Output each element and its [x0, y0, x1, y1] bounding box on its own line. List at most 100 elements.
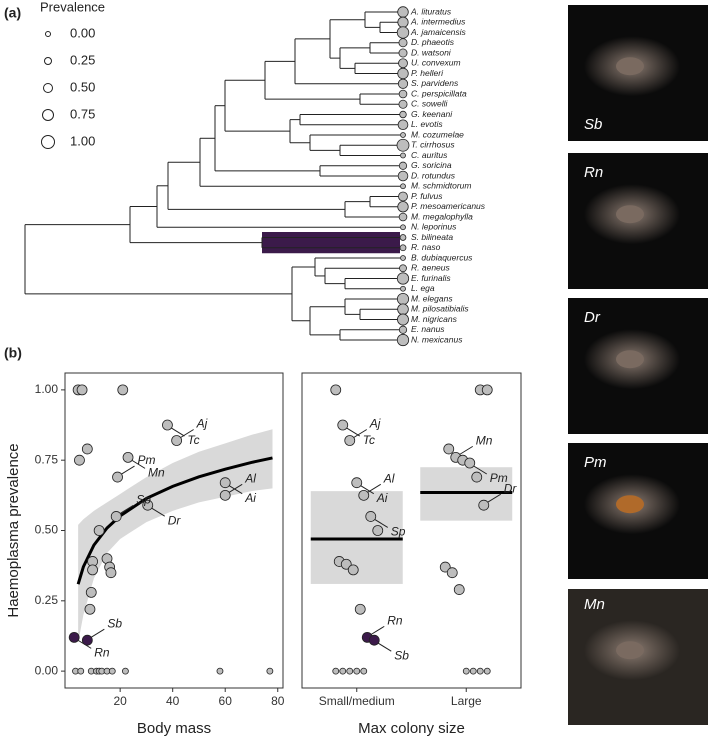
- tip-prevalence: [397, 78, 409, 89]
- point: [469, 667, 477, 675]
- y-axis-title: Haemoplasma prevalence: [5, 443, 22, 617]
- tip-label: E. furinalis: [411, 273, 451, 283]
- point: [85, 586, 97, 598]
- leader-line: [473, 465, 488, 475]
- point: [330, 384, 342, 396]
- tip-label: R. aeneus: [411, 263, 450, 273]
- point: [476, 667, 484, 675]
- leader-line: [353, 429, 368, 438]
- point: [110, 511, 122, 522]
- tip-label: A. intermedius: [410, 17, 466, 27]
- point: [340, 558, 352, 570]
- tip-label: L. ega: [411, 283, 435, 293]
- bat-body: [616, 57, 644, 76]
- tip-label: E. nanus: [411, 324, 445, 334]
- tip-label: D. rotundus: [411, 170, 456, 180]
- x-tick-label: 40: [166, 694, 180, 708]
- point: [219, 477, 231, 489]
- point: [478, 499, 490, 511]
- tip-prevalence: [400, 255, 406, 261]
- x-tick-label: 60: [219, 694, 233, 708]
- y-tick-label: 0.50: [35, 523, 59, 537]
- y-tick-label: 1.00: [35, 382, 59, 396]
- tip-prevalence: [398, 99, 408, 109]
- photo-label: Dr: [584, 309, 601, 326]
- legend-label: 0.50: [70, 79, 95, 94]
- tip-prevalence: [398, 38, 408, 48]
- tip-prevalence: [397, 16, 409, 28]
- phylogeny: [24, 11, 400, 341]
- y-tick-label: 0.00: [35, 663, 59, 677]
- tip-prevalence: [397, 313, 409, 326]
- point-label: Ai: [244, 491, 256, 505]
- point: [216, 667, 224, 675]
- tip-prevalence: [398, 212, 408, 222]
- tip-label: R. naso: [411, 242, 441, 252]
- legend-label: 0.75: [70, 106, 95, 121]
- panel-label: (b): [4, 345, 22, 361]
- leader-line: [228, 485, 243, 495]
- tip-label: D. watsoni: [411, 47, 452, 57]
- tip-label: P. fulvus: [411, 191, 443, 201]
- legend-label: 1.00: [70, 133, 95, 148]
- point: [354, 603, 366, 615]
- highlight-bar: [262, 232, 400, 254]
- legend-key: [44, 57, 52, 65]
- tip-prevalence: [400, 152, 406, 159]
- tip-label: M. pilosatibialis: [411, 304, 469, 314]
- point: [462, 667, 470, 675]
- point: [332, 667, 340, 675]
- point: [81, 443, 93, 455]
- point-label: Mn: [148, 466, 165, 480]
- tip-prevalence: [398, 89, 408, 99]
- leader-line: [171, 427, 185, 437]
- point: [84, 603, 96, 615]
- point: [337, 419, 349, 431]
- point: [142, 499, 154, 511]
- tip-label: M. elegans: [411, 293, 453, 303]
- point-label: Pm: [490, 471, 508, 485]
- tip-prevalence: [396, 333, 410, 347]
- point-label: Al: [383, 472, 395, 486]
- legend-key: [43, 83, 53, 93]
- tip-prevalence: [399, 110, 407, 119]
- tip-label: C. auritus: [411, 150, 448, 160]
- legend-key: [42, 109, 54, 121]
- point: [453, 584, 465, 595]
- point: [368, 634, 380, 646]
- point: [353, 667, 361, 675]
- tip-label: P. mesoamericanus: [411, 201, 486, 211]
- legend-key: [45, 31, 51, 37]
- point-label: Dr: [168, 513, 182, 527]
- tip-label: A. lituratus: [410, 6, 452, 16]
- point-label: Mn: [476, 434, 493, 448]
- point: [344, 435, 356, 446]
- point-label: Sb: [394, 648, 409, 662]
- tip-prevalence: [397, 119, 409, 131]
- photo-label: Mn: [584, 596, 605, 613]
- point-label: Dr: [504, 481, 518, 495]
- leader-line: [151, 507, 165, 517]
- panel-label: (a): [4, 5, 21, 21]
- leader-line: [121, 465, 135, 475]
- tip-label: S. bilineata: [411, 232, 453, 242]
- fit-line: [76, 456, 273, 585]
- tip-label: T. cirrhosus: [411, 140, 455, 150]
- point: [351, 477, 363, 489]
- tip-label: B. dubiaquercus: [411, 252, 473, 262]
- tip-label: A. jamaicensis: [410, 27, 467, 37]
- point: [360, 667, 368, 675]
- legend-label: 0.25: [70, 52, 95, 67]
- point: [122, 451, 134, 463]
- legend-label: 0.00: [70, 25, 95, 40]
- point: [68, 631, 80, 643]
- photo-label: Pm: [584, 454, 607, 471]
- x-tick-label: Large: [451, 694, 482, 708]
- leader-line: [131, 459, 146, 469]
- x-tick-label: Small/medium: [319, 694, 395, 708]
- point: [81, 634, 93, 646]
- point-label: Aj: [196, 417, 208, 431]
- point: [219, 489, 231, 501]
- leader-line: [374, 519, 389, 528]
